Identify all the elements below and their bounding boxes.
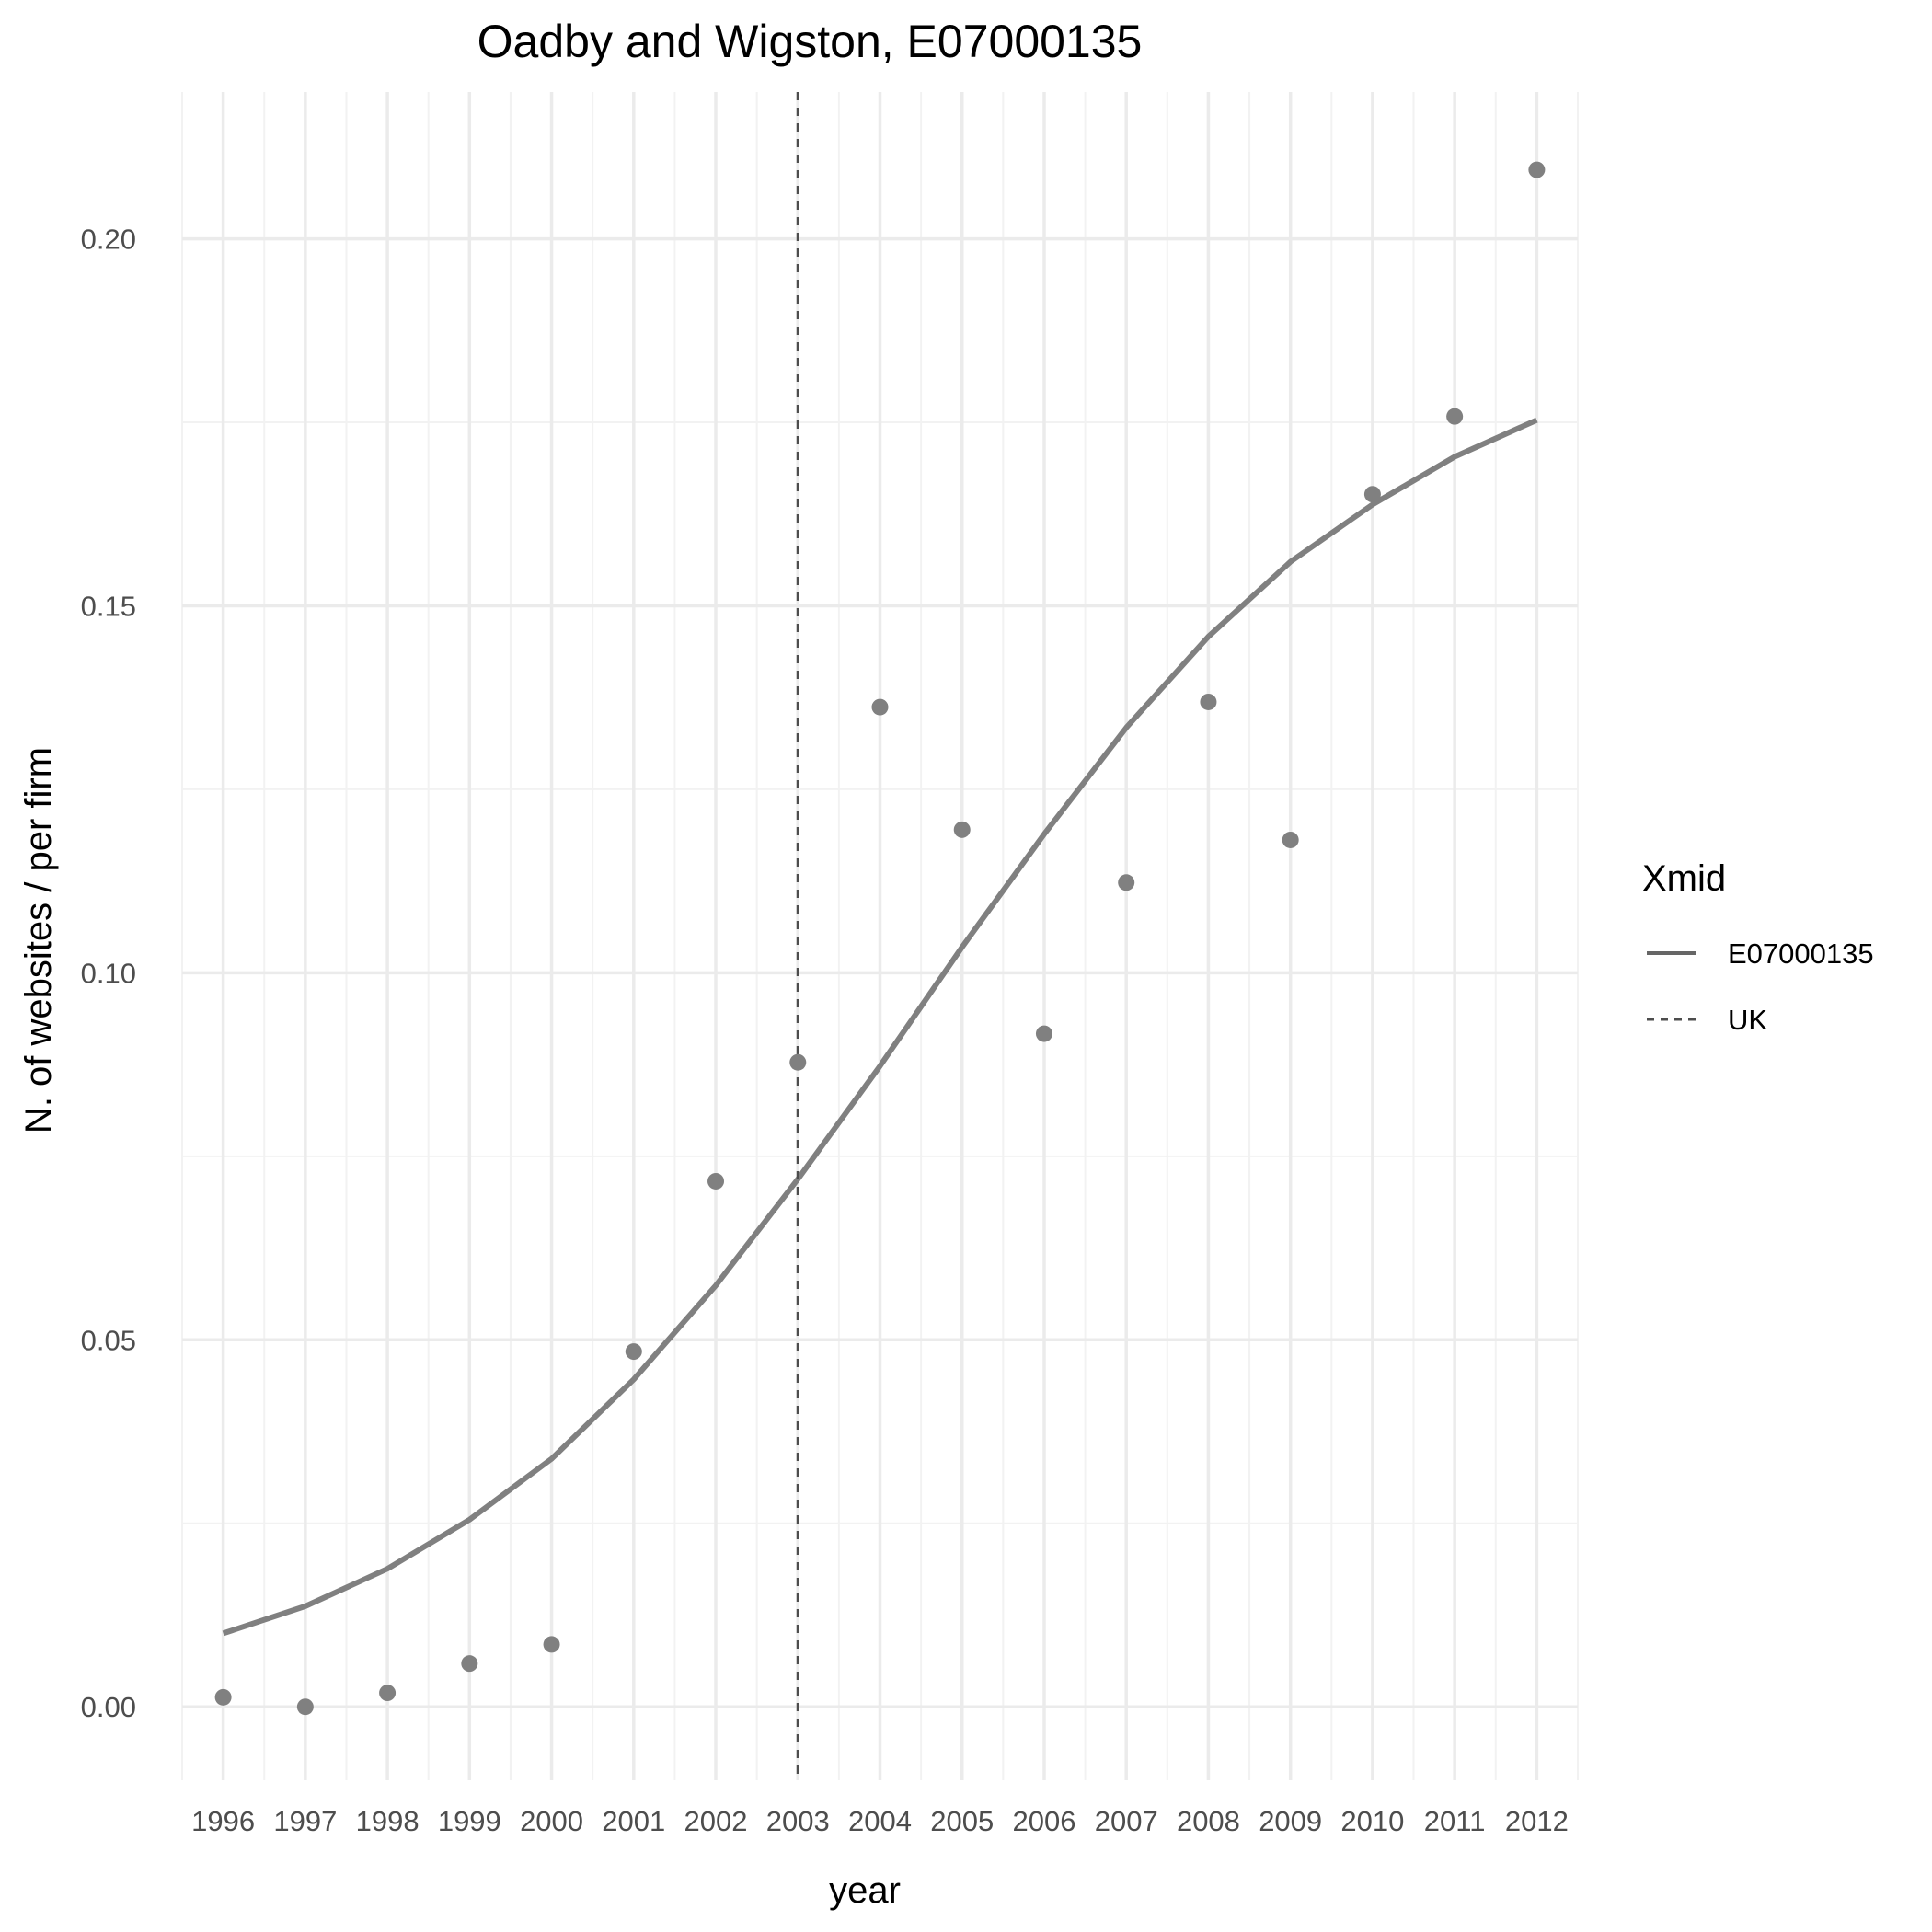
data-point bbox=[707, 1172, 725, 1190]
legend-title: Xmid bbox=[1642, 858, 1726, 899]
x-tick-label: 2000 bbox=[520, 1805, 583, 1837]
x-axis-ticks: 1996 1997 1998 1999 2000 2001 2002 2003 2004 2005… bbox=[191, 1805, 1569, 1837]
legend-label-uk: UK bbox=[1728, 1004, 1767, 1036]
data-point bbox=[871, 698, 889, 716]
data-point bbox=[1200, 693, 1217, 710]
data-point bbox=[789, 1053, 807, 1071]
x-tick-label: 2001 bbox=[602, 1805, 665, 1837]
y-tick-label: 0.05 bbox=[81, 1324, 136, 1356]
x-tick-label: 1997 bbox=[273, 1805, 337, 1837]
y-tick-label: 0.00 bbox=[81, 1691, 136, 1723]
data-point bbox=[1363, 486, 1381, 503]
data-point bbox=[214, 1688, 232, 1706]
y-axis-title: N. of websites / per firm bbox=[18, 747, 59, 1133]
x-tick-label: 2006 bbox=[1012, 1805, 1075, 1837]
plot-area bbox=[214, 92, 1546, 1780]
data-point bbox=[1035, 1025, 1052, 1042]
x-tick-label: 2011 bbox=[1424, 1805, 1486, 1837]
x-tick-label: 1996 bbox=[191, 1805, 255, 1837]
x-tick-label: 2008 bbox=[1177, 1805, 1240, 1837]
y-axis-ticks: 0.00 0.05 0.10 0.15 0.20 bbox=[81, 224, 136, 1724]
data-point bbox=[379, 1685, 397, 1702]
x-tick-label: 2002 bbox=[684, 1805, 748, 1837]
data-point bbox=[1282, 831, 1299, 848]
chart-title: Oadby and Wigston, E07000135 bbox=[477, 16, 1143, 67]
data-point bbox=[1528, 161, 1546, 178]
x-tick-label: 2007 bbox=[1095, 1805, 1158, 1837]
series-line-e07000135 bbox=[222, 417, 1538, 1637]
data-point bbox=[543, 1636, 560, 1653]
x-tick-label: 2005 bbox=[930, 1805, 994, 1837]
y-tick-label: 0.20 bbox=[81, 224, 136, 256]
x-tick-label: 2012 bbox=[1505, 1805, 1569, 1837]
x-tick-label: 1998 bbox=[356, 1805, 420, 1837]
data-point bbox=[625, 1343, 642, 1361]
x-tick-label: 2003 bbox=[766, 1805, 830, 1837]
data-point bbox=[1446, 408, 1464, 425]
legend-label-e07000135: E07000135 bbox=[1728, 937, 1874, 970]
y-tick-label: 0.15 bbox=[81, 590, 136, 622]
x-tick-label: 2009 bbox=[1259, 1805, 1322, 1837]
data-point bbox=[953, 821, 971, 838]
x-tick-label: 2004 bbox=[848, 1805, 912, 1837]
x-tick-label: 2010 bbox=[1340, 1805, 1404, 1837]
grid bbox=[181, 92, 1579, 1780]
data-point bbox=[461, 1655, 478, 1673]
data-point bbox=[1118, 874, 1135, 891]
data-point bbox=[296, 1698, 314, 1716]
legend: Xmid E07000135 UK bbox=[1642, 858, 1874, 1036]
x-tick-label: 1999 bbox=[438, 1805, 501, 1837]
y-tick-label: 0.10 bbox=[81, 957, 136, 989]
x-axis-title: year bbox=[829, 1870, 901, 1911]
